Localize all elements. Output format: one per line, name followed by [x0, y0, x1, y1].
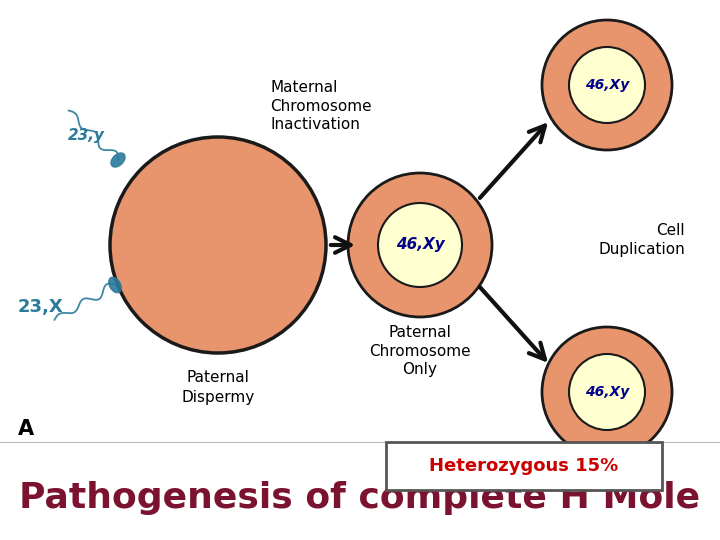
Circle shape	[110, 137, 326, 353]
Text: Heterozygous 15%: Heterozygous 15%	[429, 457, 618, 475]
Circle shape	[542, 327, 672, 457]
Text: Paternal
Chromosome
Only: Paternal Chromosome Only	[369, 325, 471, 377]
Text: 46,Xy: 46,Xy	[585, 78, 629, 92]
Text: 46,Xy: 46,Xy	[395, 238, 444, 253]
Circle shape	[348, 173, 492, 317]
Circle shape	[378, 203, 462, 287]
Text: Cell
Duplication: Cell Duplication	[598, 223, 685, 257]
Text: 46,Xy: 46,Xy	[585, 385, 629, 399]
Ellipse shape	[111, 153, 125, 167]
Text: Pathogenesis of complete H Mole: Pathogenesis of complete H Mole	[19, 481, 701, 515]
Text: 23,X: 23,X	[18, 298, 64, 316]
Text: 23,y: 23,y	[68, 128, 105, 143]
Circle shape	[569, 47, 645, 123]
Text: Paternal
Dispermy: Paternal Dispermy	[181, 370, 255, 405]
Text: A: A	[18, 419, 34, 439]
Ellipse shape	[109, 277, 122, 293]
Circle shape	[542, 20, 672, 150]
Circle shape	[569, 354, 645, 430]
FancyBboxPatch shape	[386, 442, 662, 490]
Text: Maternal
Chromosome
Inactivation: Maternal Chromosome Inactivation	[270, 80, 372, 132]
